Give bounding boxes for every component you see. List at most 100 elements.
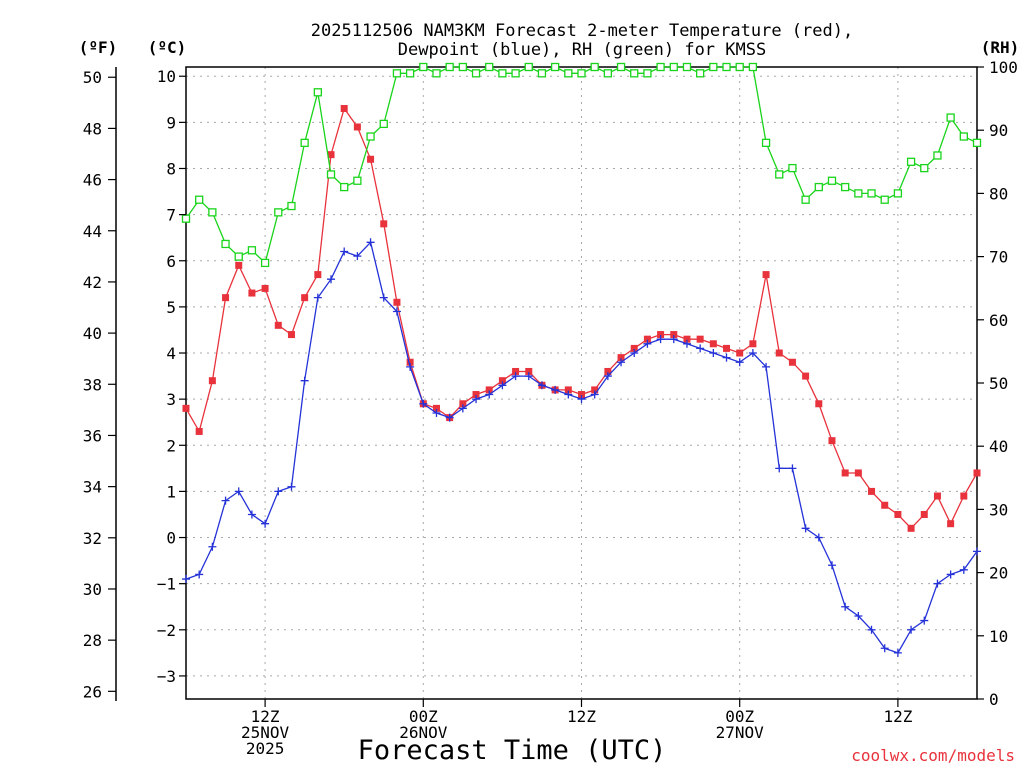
temperature-point [367, 155, 375, 163]
celsius-tick-label: −1 [157, 575, 176, 594]
dewpoint-point [669, 335, 678, 344]
temperature-point [525, 367, 533, 375]
temperature-point [630, 344, 638, 352]
dewpoint-point [261, 519, 270, 528]
temperature-point [604, 367, 612, 375]
temperature-point [512, 367, 520, 375]
dewpoint-point [537, 381, 546, 390]
rh-point [946, 113, 955, 122]
rh-point [696, 69, 705, 78]
rh-tick-label: 70 [989, 248, 1008, 267]
unit-label-celsius: (ºC) [148, 38, 187, 57]
dewpoint-point [590, 390, 599, 399]
rh-point [761, 138, 771, 147]
rh-point [234, 252, 243, 261]
dewpoint-point [498, 381, 507, 390]
dewpoint-point [392, 307, 401, 316]
rh-point [630, 69, 639, 78]
x-axis-title: Forecast Time (UTC) [358, 735, 667, 766]
temperature-point [775, 349, 783, 357]
temperature-point [933, 492, 941, 500]
temperature-point [683, 335, 691, 343]
dewpoint-line [185, 240, 978, 654]
celsius-tick-label: 6 [166, 252, 176, 271]
dewpoint-point [682, 339, 691, 348]
rh-point [524, 62, 533, 72]
rh-point [590, 62, 599, 72]
rh-point [274, 208, 283, 217]
temperature-point [802, 372, 810, 380]
rh-point [735, 62, 744, 72]
dewpoint-point [603, 372, 612, 381]
rh-point [313, 88, 322, 97]
rh-point [920, 163, 929, 173]
dewpoint-point [722, 353, 731, 362]
celsius-tick-label: 8 [166, 159, 176, 178]
credit-label: coolwx.com/models [851, 746, 1015, 765]
rh-point [603, 69, 613, 78]
chart-title-line-1: 2025112506 NAM3KM Forecast 2-meter Tempe… [311, 21, 853, 41]
celsius-tick-label: 1 [166, 482, 176, 501]
dewpoint-point [379, 293, 388, 302]
dewpoint-point [854, 611, 863, 620]
rh-tick-label: 0 [989, 690, 999, 709]
temperature-point [235, 261, 243, 269]
temperature-point [340, 105, 348, 113]
dewpoint-point [419, 399, 428, 408]
rh-point [550, 62, 560, 72]
temperature-point [208, 377, 216, 385]
fahrenheit-tick-label: 28 [83, 631, 102, 650]
dewpoint-point [933, 579, 942, 588]
dewpoint-point [841, 602, 850, 611]
fahrenheit-tick-label: 36 [83, 426, 102, 445]
rh-point [432, 69, 441, 78]
dewpoint-point [445, 413, 454, 422]
rh-point [906, 157, 916, 166]
celsius-tick-label: 9 [166, 113, 176, 132]
dewpoint-point [643, 339, 652, 348]
temperature-point [195, 427, 203, 435]
rh-point [867, 189, 876, 198]
temperature-point [749, 340, 757, 348]
rh-tick-label: 30 [989, 500, 1008, 519]
rh-point [181, 214, 191, 223]
x-tick-label: 12Z [251, 707, 280, 726]
rh-tick-label: 50 [989, 374, 1008, 393]
dewpoint-point [801, 524, 810, 533]
celsius-tick-label: 10 [157, 67, 176, 86]
x-tick-label: 12Z [883, 707, 912, 726]
dewpoint-point [551, 385, 560, 394]
rh-point [801, 195, 810, 204]
dewpoint-point [630, 349, 639, 358]
temperature-point [788, 358, 796, 366]
axes: 50484644424038363432302826109876543210−1… [83, 58, 1018, 758]
rh-tick-label: 100 [989, 58, 1018, 77]
rh-point [972, 138, 982, 147]
x-tick-label: 12Z [567, 707, 596, 726]
fahrenheit-tick-label: 50 [83, 68, 102, 87]
rh-tick-label: 60 [989, 311, 1008, 330]
rh-point [564, 69, 573, 78]
temperature-point [617, 354, 625, 362]
x-tick-label: 27NOV [716, 723, 765, 742]
dewpoint-point [300, 376, 309, 385]
grid-lines [186, 67, 977, 699]
fahrenheit-tick-label: 48 [83, 119, 102, 138]
celsius-tick-label: −2 [157, 621, 176, 640]
dewpoint-point [208, 542, 217, 551]
rh-point [260, 258, 270, 268]
rh-tick-label: 90 [989, 121, 1008, 140]
rh-point [933, 151, 942, 160]
x-tick-label: 2025 [246, 739, 285, 758]
rh-point [208, 208, 217, 217]
rh-point [340, 182, 349, 192]
dewpoint-point [234, 487, 243, 496]
temperature-point [960, 492, 968, 500]
temperature-point [670, 331, 678, 339]
rh-point [616, 62, 626, 72]
rh-point [445, 62, 454, 72]
rh-point [814, 182, 823, 192]
dewpoint-point [814, 533, 823, 542]
dewpoint-point [762, 362, 771, 371]
